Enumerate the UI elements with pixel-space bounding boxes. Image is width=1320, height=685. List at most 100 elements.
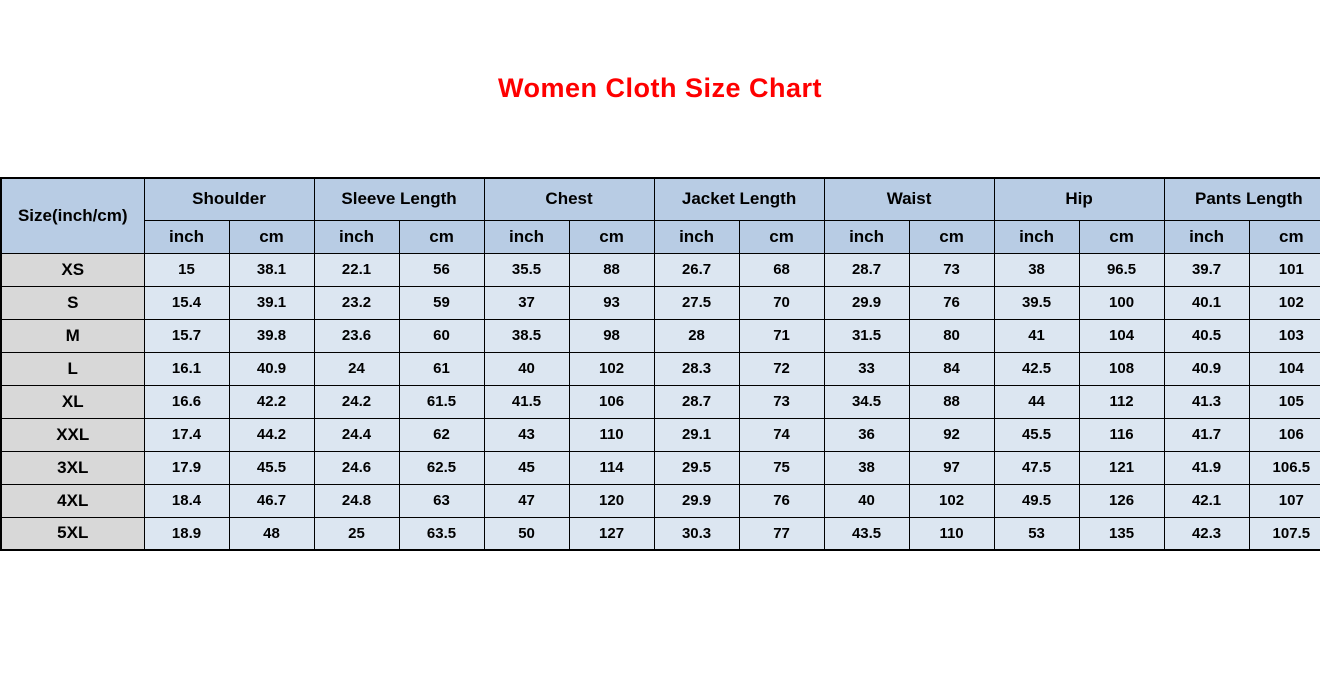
measurement-cell: 40.9 bbox=[228, 351, 315, 386]
measurement-cell: 23.2 bbox=[313, 285, 400, 320]
size-label: 3XL bbox=[0, 450, 145, 485]
measurement-cell: 16.6 bbox=[143, 384, 230, 419]
measurement-cell: 74 bbox=[738, 417, 825, 452]
measurement-cell: 42.3 bbox=[1163, 516, 1250, 551]
measurement-cell: 38.1 bbox=[228, 252, 315, 287]
measurement-cell: 84 bbox=[908, 351, 995, 386]
measurement-cell: 34.5 bbox=[823, 384, 910, 419]
unit-header-cm: cm bbox=[228, 219, 315, 254]
measurement-cell: 45.5 bbox=[228, 450, 315, 485]
group-header-sleeve-length: Sleeve Length bbox=[313, 177, 485, 221]
measurement-cell: 102 bbox=[1248, 285, 1320, 320]
measurement-cell: 63 bbox=[398, 483, 485, 518]
measurement-cell: 135 bbox=[1078, 516, 1165, 551]
measurement-cell: 39.1 bbox=[228, 285, 315, 320]
measurement-cell: 40 bbox=[483, 351, 570, 386]
size-label: L bbox=[0, 351, 145, 386]
table-row: 3XL 17.9 45.5 24.6 62.5 45 114 29.5 75 38 97 47.5 12… bbox=[0, 450, 1320, 485]
measurement-cell: 16.1 bbox=[143, 351, 230, 386]
measurement-cell: 17.9 bbox=[143, 450, 230, 485]
measurement-cell: 39.5 bbox=[993, 285, 1080, 320]
measurement-cell: 106 bbox=[568, 384, 655, 419]
measurement-cell: 15.4 bbox=[143, 285, 230, 320]
measurement-cell: 45.5 bbox=[993, 417, 1080, 452]
unit-header-inch: inch bbox=[1163, 219, 1250, 254]
measurement-cell: 101 bbox=[1248, 252, 1320, 287]
measurement-cell: 97 bbox=[908, 450, 995, 485]
measurement-cell: 30.3 bbox=[653, 516, 740, 551]
table-header-unit-row: inch cm inch cm inch cm inch cm inch cm … bbox=[1, 219, 1320, 254]
corner-header: Size(inch/cm) bbox=[0, 177, 145, 254]
table-body: XS 15 38.1 22.1 56 35.5 88 26.7 68 28.7 73 38 96.5 39… bbox=[0, 252, 1320, 551]
table-header: Size(inch/cm) Shoulder Sleeve Length Che… bbox=[0, 177, 1320, 254]
measurement-cell: 29.5 bbox=[653, 450, 740, 485]
measurement-cell: 24 bbox=[313, 351, 400, 386]
unit-header-cm: cm bbox=[398, 219, 485, 254]
measurement-cell: 108 bbox=[1078, 351, 1165, 386]
measurement-cell: 60 bbox=[398, 318, 485, 353]
measurement-cell: 116 bbox=[1078, 417, 1165, 452]
measurement-cell: 22.1 bbox=[313, 252, 400, 287]
measurement-cell: 27.5 bbox=[653, 285, 740, 320]
measurement-cell: 53 bbox=[993, 516, 1080, 551]
measurement-cell: 28.7 bbox=[653, 384, 740, 419]
measurement-cell: 112 bbox=[1078, 384, 1165, 419]
measurement-cell: 15.7 bbox=[143, 318, 230, 353]
table-row: S 15.4 39.1 23.2 59 37 93 27.5 70 29.9 76 39.5 100 40… bbox=[0, 285, 1320, 320]
size-label: XS bbox=[0, 252, 145, 287]
measurement-cell: 41.5 bbox=[483, 384, 570, 419]
measurement-cell: 42.1 bbox=[1163, 483, 1250, 518]
measurement-cell: 43 bbox=[483, 417, 570, 452]
measurement-cell: 107 bbox=[1248, 483, 1320, 518]
measurement-cell: 28.3 bbox=[653, 351, 740, 386]
measurement-cell: 62.5 bbox=[398, 450, 485, 485]
unit-header-inch: inch bbox=[313, 219, 400, 254]
measurement-cell: 37 bbox=[483, 285, 570, 320]
measurement-cell: 36 bbox=[823, 417, 910, 452]
measurement-cell: 102 bbox=[908, 483, 995, 518]
title-bar: Women Cloth Size Chart bbox=[0, 0, 1320, 177]
measurement-cell: 75 bbox=[738, 450, 825, 485]
measurement-cell: 56 bbox=[398, 252, 485, 287]
unit-header-cm: cm bbox=[738, 219, 825, 254]
measurement-cell: 39.7 bbox=[1163, 252, 1250, 287]
measurement-cell: 49.5 bbox=[993, 483, 1080, 518]
group-header-hip: Hip bbox=[993, 177, 1165, 221]
measurement-cell: 18.9 bbox=[143, 516, 230, 551]
measurement-cell: 88 bbox=[568, 252, 655, 287]
unit-header-inch: inch bbox=[143, 219, 230, 254]
measurement-cell: 48 bbox=[228, 516, 315, 551]
measurement-cell: 29.9 bbox=[653, 483, 740, 518]
measurement-cell: 73 bbox=[738, 384, 825, 419]
measurement-cell: 38 bbox=[823, 450, 910, 485]
measurement-cell: 44.2 bbox=[228, 417, 315, 452]
measurement-cell: 68 bbox=[738, 252, 825, 287]
measurement-cell: 73 bbox=[908, 252, 995, 287]
measurement-cell: 98 bbox=[568, 318, 655, 353]
size-label: XL bbox=[0, 384, 145, 419]
measurement-cell: 24.8 bbox=[313, 483, 400, 518]
measurement-cell: 93 bbox=[568, 285, 655, 320]
measurement-cell: 126 bbox=[1078, 483, 1165, 518]
measurement-cell: 40.1 bbox=[1163, 285, 1250, 320]
measurement-cell: 33 bbox=[823, 351, 910, 386]
measurement-cell: 24.4 bbox=[313, 417, 400, 452]
group-header-pants-length: Pants Length bbox=[1163, 177, 1320, 221]
measurement-cell: 28.7 bbox=[823, 252, 910, 287]
measurement-cell: 46.7 bbox=[228, 483, 315, 518]
unit-header-inch: inch bbox=[653, 219, 740, 254]
measurement-cell: 104 bbox=[1078, 318, 1165, 353]
size-label: S bbox=[0, 285, 145, 320]
measurement-cell: 114 bbox=[568, 450, 655, 485]
measurement-cell: 24.6 bbox=[313, 450, 400, 485]
measurement-cell: 88 bbox=[908, 384, 995, 419]
measurement-cell: 23.6 bbox=[313, 318, 400, 353]
measurement-cell: 110 bbox=[568, 417, 655, 452]
measurement-cell: 50 bbox=[483, 516, 570, 551]
measurement-cell: 110 bbox=[908, 516, 995, 551]
measurement-cell: 63.5 bbox=[398, 516, 485, 551]
measurement-cell: 47 bbox=[483, 483, 570, 518]
measurement-cell: 38 bbox=[993, 252, 1080, 287]
unit-header-cm: cm bbox=[1248, 219, 1320, 254]
measurement-cell: 41.9 bbox=[1163, 450, 1250, 485]
